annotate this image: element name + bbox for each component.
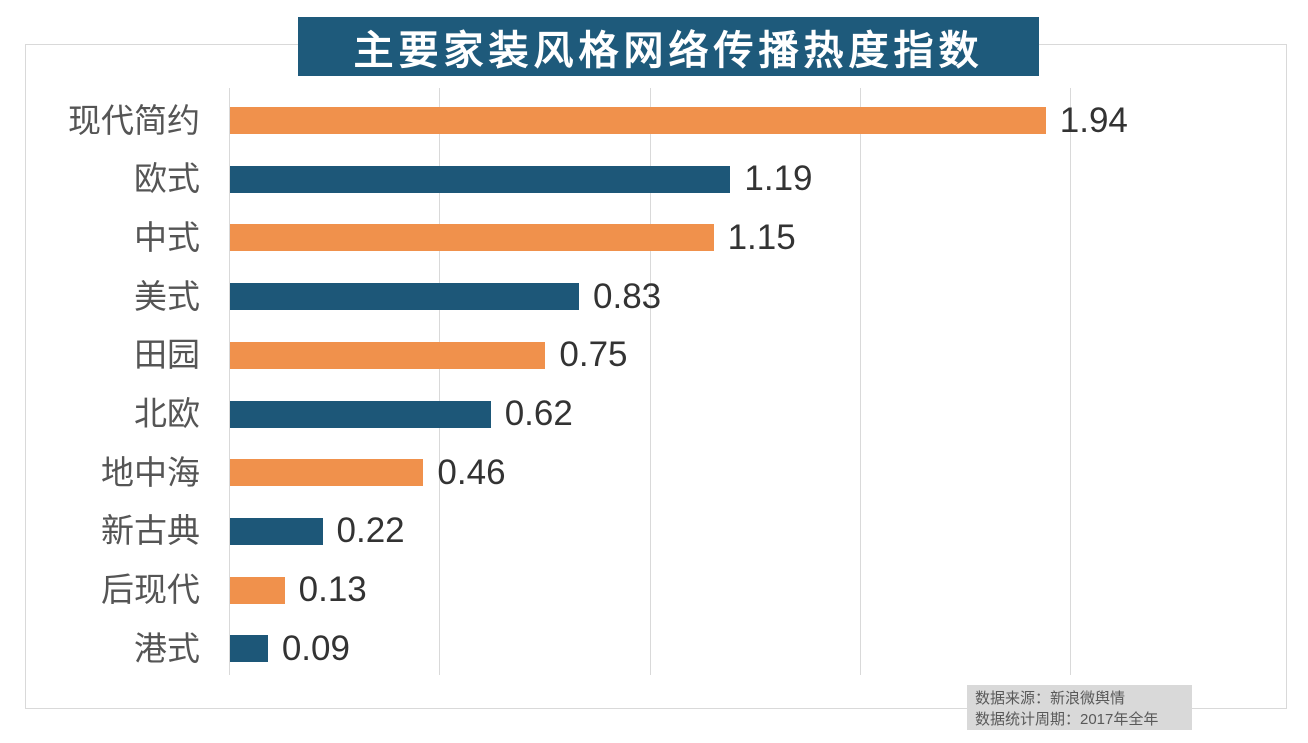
gridline-x-0.5 [439,88,441,675]
bar-0 [230,107,1046,134]
value-label-1: 1.19 [744,159,813,199]
chart-border [25,44,1287,709]
value-label-4: 0.75 [559,335,628,375]
bar-3 [230,283,579,311]
source-line: 数据来源：新浪微舆情 [975,689,1126,707]
value-label-8: 0.13 [298,570,367,610]
period-line: 数据统计周期：2017年全年 [975,710,1159,728]
chart-title-banner: 主要家装风格网络传播热度指数 [298,17,1039,76]
bar-9 [230,635,268,663]
category-label-0: 现代简约 [68,101,200,139]
gridline-x-1 [649,88,651,675]
bar-5 [230,400,491,428]
y-axis-line [229,88,230,675]
bar-7 [230,517,323,545]
bar-8 [230,576,285,604]
gridline-x-2 [1070,88,1071,675]
category-label-3: 美式 [134,277,200,315]
chart-title: 主要家装风格网络传播热度指数 [353,28,984,73]
category-label-9: 港式 [134,629,200,667]
category-label-6: 地中海 [101,453,200,491]
value-label-9: 0.09 [281,628,350,668]
value-label-7: 0.22 [336,511,405,551]
value-label-3: 0.83 [593,276,662,316]
category-label-5: 北欧 [134,395,200,432]
bar-1 [230,165,731,193]
bar-4 [230,341,546,369]
gridline-x-1.5 [859,88,861,675]
value-label-0: 1.94 [1059,100,1128,140]
value-label-2: 1.15 [727,217,796,257]
bar-6 [230,459,424,487]
value-label-6: 0.46 [437,452,506,492]
source-note: 数据来源：新浪微舆情 数据统计周期：2017年全年 [967,685,1192,730]
category-label-8: 后现代 [101,571,200,609]
category-label-7: 新古典 [101,512,200,550]
value-label-5: 0.62 [504,394,573,433]
category-label-4: 田园 [134,336,200,374]
category-label-1: 欧式 [134,160,200,198]
bar-2 [230,224,714,252]
category-label-2: 中式 [134,218,200,256]
